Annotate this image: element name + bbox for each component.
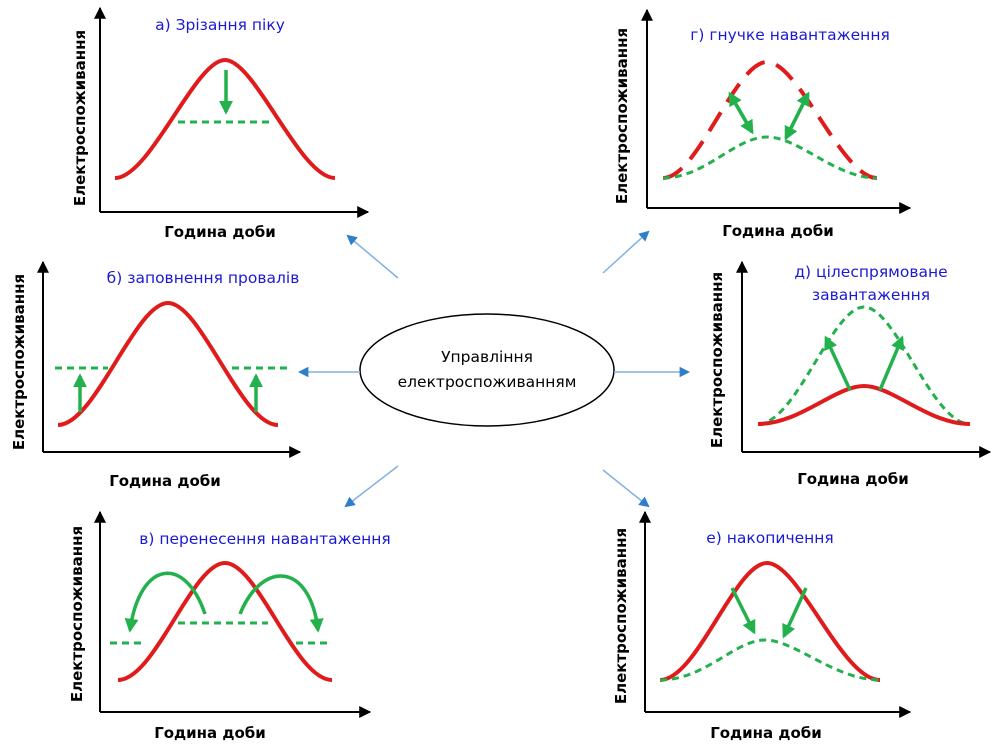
panel-title-v: в) перенесення навантаження (139, 530, 390, 548)
storage-arrow-right (784, 588, 806, 636)
panel-title-e: е) накопичення (706, 529, 833, 547)
connector-a (348, 236, 398, 278)
panel-title-d-line1: д) цілеспрямоване (794, 263, 947, 281)
original-load-curve (663, 62, 877, 178)
x-axis-label: Година доби (722, 222, 834, 240)
growth-arrow-left (826, 338, 850, 390)
load-curve (58, 303, 278, 425)
panel-title-a: а) Зрізання піку (155, 16, 285, 34)
y-axis-label: Електроспоживання (612, 528, 630, 704)
y-axis-label: Електроспоживання (613, 28, 631, 204)
panel-title-b: б) заповнення провалів (107, 269, 300, 287)
flexible-load-curve (663, 137, 877, 178)
center-label-line1: Управління (441, 348, 533, 366)
x-axis-label: Година доби (710, 724, 822, 742)
growth-arrow-right (880, 338, 902, 390)
panel-storage: Електроспоживання Година доби е) накопич… (612, 512, 910, 742)
connector-v (346, 466, 398, 506)
flex-arrow-right-down (786, 94, 808, 138)
storage-arrow-left (732, 588, 754, 632)
x-axis-label: Година доби (164, 223, 276, 241)
center-node: Управління електроспоживанням (360, 314, 614, 426)
panel-peak-clipping: Електроспоживання Година доби а) Зрізанн… (71, 8, 368, 241)
y-axis-label: Електроспоживання (708, 272, 726, 448)
x-axis-label: Година доби (154, 724, 266, 742)
load-curve (660, 563, 880, 680)
target-load-curve (758, 307, 970, 424)
x-axis-label: Година доби (797, 470, 909, 488)
x-axis-label: Година доби (109, 472, 221, 490)
panel-valley-filling: Електроспоживання Година доби б) заповне… (10, 262, 300, 490)
y-axis-label: Електроспоживання (10, 274, 28, 450)
panel-title-d-line2: завантаження (812, 286, 930, 304)
connector-e (603, 470, 648, 506)
panel-flexible-load: Електроспоживання Година доби г) гнучке … (613, 10, 910, 240)
panel-load-shifting: Електроспоживання Година доби в) перенес… (68, 512, 391, 742)
load-curve (758, 386, 970, 424)
flex-arrow-left-down (730, 94, 752, 132)
connector-g (603, 232, 648, 273)
y-axis-label: Електроспоживання (68, 526, 86, 702)
panel-title-g: г) гнучке навантаження (690, 26, 890, 44)
y-axis-label: Електроспоживання (71, 30, 89, 206)
panel-strategic-load-growth: Електроспоживання Година доби д) цілеспр… (708, 262, 990, 488)
shift-arrow-left (130, 573, 205, 630)
center-label-line2: електроспоживанням (398, 373, 577, 391)
